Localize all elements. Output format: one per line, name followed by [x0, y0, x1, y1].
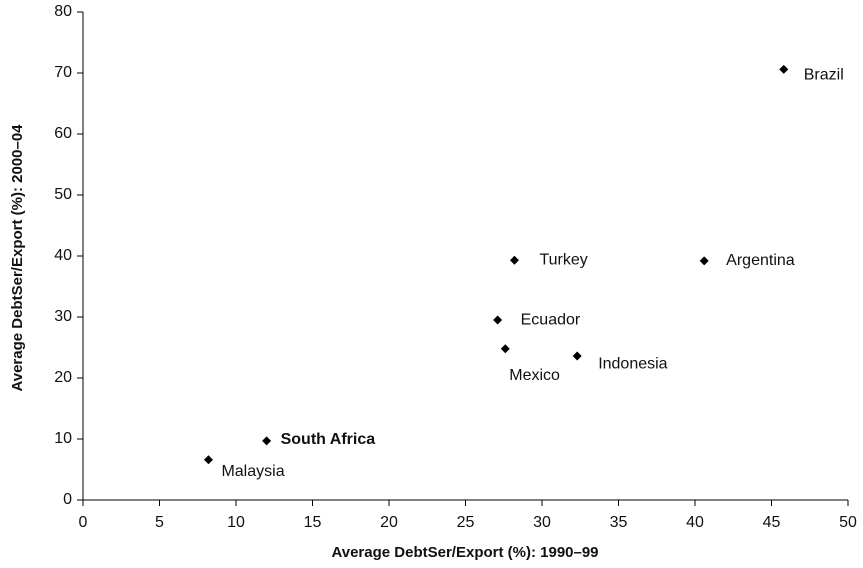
- point-label: Mexico: [509, 367, 560, 384]
- y-tick-label: 30: [54, 308, 72, 325]
- point-label: South Africa: [281, 431, 376, 448]
- y-tick-label: 0: [63, 491, 72, 508]
- point: [262, 436, 272, 446]
- x-axis-title: Average DebtSer/Export (%): 1990–99: [331, 544, 598, 561]
- y-axis-title: Average DebtSer/Export (%): 2000–04: [9, 124, 26, 392]
- x-tick-label: 25: [457, 514, 475, 531]
- point: [572, 351, 582, 361]
- x-tick-label: 5: [155, 514, 164, 531]
- point: [493, 315, 503, 325]
- point-label: Argentina: [726, 252, 795, 269]
- y-tick-label: 50: [54, 186, 72, 203]
- x-tick-label: 35: [610, 514, 628, 531]
- point: [699, 256, 709, 266]
- x-tick-label: 0: [79, 514, 88, 531]
- x-tick-label: 40: [686, 514, 704, 531]
- point: [779, 64, 789, 74]
- x-tick-label: 10: [227, 514, 245, 531]
- point: [203, 455, 213, 465]
- point: [500, 344, 510, 354]
- point-label: Malaysia: [221, 463, 284, 480]
- point: [509, 255, 519, 265]
- y-tick-label: 20: [54, 369, 72, 386]
- x-tick-label: 30: [533, 514, 551, 531]
- point-label: Turkey: [539, 251, 587, 268]
- x-tick-label: 50: [839, 514, 857, 531]
- y-tick-label: 10: [54, 430, 72, 447]
- point-label: Brazil: [804, 67, 844, 84]
- x-tick-label: 20: [380, 514, 398, 531]
- y-tick-label: 40: [54, 247, 72, 264]
- point-label: Ecuador: [521, 311, 581, 328]
- x-tick-label: 45: [763, 514, 781, 531]
- x-tick-label: 15: [304, 514, 322, 531]
- y-tick-label: 60: [54, 125, 72, 142]
- y-tick-label: 70: [54, 64, 72, 81]
- y-tick-label: 80: [54, 3, 72, 20]
- point-label: Indonesia: [598, 355, 667, 372]
